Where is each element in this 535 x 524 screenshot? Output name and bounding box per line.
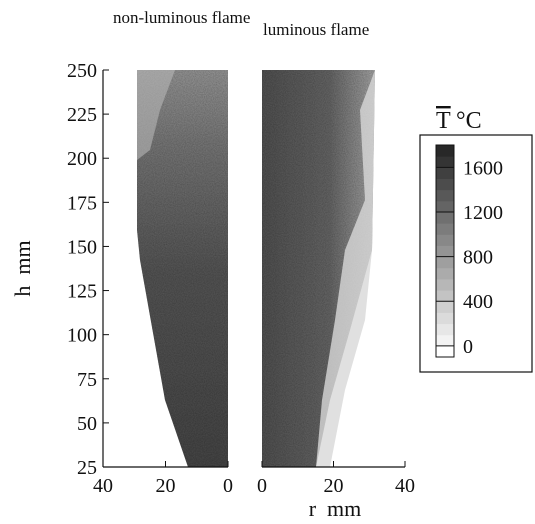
colorbar-tick-label: 400	[463, 291, 493, 313]
x-tick-label: 20	[156, 475, 176, 497]
colorbar-band	[436, 267, 454, 280]
colorbar-tick-label: 1600	[463, 157, 503, 179]
colorbar-band	[436, 189, 454, 202]
x-tick-label: 0	[223, 475, 233, 497]
y-tick-label: 200	[67, 148, 97, 170]
colorbar-label: T	[436, 108, 451, 134]
colorbar-band	[436, 301, 454, 313]
panel-title: luminous flame	[263, 20, 370, 39]
x-tick-label: 0	[257, 475, 267, 497]
flame-field	[137, 70, 175, 160]
y-tick-label: 50	[77, 413, 97, 435]
colorbar-band	[436, 278, 454, 291]
colorbar-unit: °C	[456, 108, 482, 134]
colorbar-tick-label: 1200	[463, 202, 503, 224]
colorbar-band	[436, 200, 454, 213]
flame-field	[262, 70, 375, 467]
colorbar-band	[436, 234, 454, 246]
y-tick-label: 125	[67, 281, 97, 303]
colorbar-band	[436, 167, 454, 179]
colorbar-band	[436, 245, 454, 258]
colorbar-band	[436, 290, 454, 302]
x-axis-label: r mm	[309, 496, 362, 521]
y-tick-label: 225	[67, 104, 97, 126]
flame-field	[137, 70, 228, 467]
colorbar-band	[436, 211, 454, 224]
y-tick-label: 25	[77, 457, 97, 479]
x-tick-label: 20	[324, 475, 344, 497]
colorbar-frame	[419, 134, 533, 373]
colorbar-band	[436, 323, 454, 336]
colorbar-band	[436, 312, 454, 325]
colorbar-band	[436, 223, 454, 235]
y-tick-label: 150	[67, 236, 97, 258]
colorbar-band	[436, 345, 454, 358]
y-tick-label: 250	[67, 60, 97, 82]
flame-field	[316, 70, 375, 467]
y-tick-label: 100	[67, 325, 97, 347]
panel-title: non-luminous flame	[113, 8, 251, 27]
colorbar-band	[436, 145, 454, 157]
y-axis-label: h mm	[10, 240, 35, 296]
colorbar-band	[436, 334, 454, 347]
colorbar	[435, 144, 455, 358]
colorbar-tick-label: 800	[463, 247, 493, 269]
y-tick-label: 75	[77, 369, 97, 391]
colorbar-band	[436, 178, 454, 191]
colorbar-band	[436, 156, 454, 168]
y-tick-label: 175	[67, 192, 97, 214]
x-tick-label: 40	[395, 475, 415, 497]
x-tick-label: 40	[93, 475, 113, 497]
colorbar-band	[436, 256, 454, 269]
colorbar-tick-label: 0	[463, 336, 473, 358]
